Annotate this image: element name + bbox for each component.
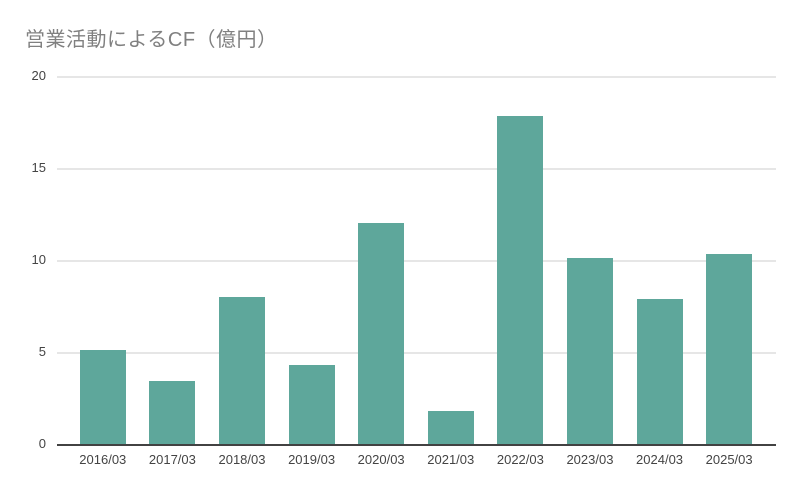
bar-slot-2025/03: [694, 76, 764, 444]
bar-2019/03[interactable]: [288, 364, 335, 444]
x-axis: 2016/03 2017/03 2018/03 2019/03 2020/03 2021/…: [68, 452, 764, 467]
bar-2022/03[interactable]: [497, 116, 544, 444]
bar-2017/03[interactable]: [149, 381, 196, 444]
x-tick-label-2016/03: 2016/03: [79, 452, 127, 467]
y-tick-label-15: 15: [31, 160, 46, 175]
bar-2016/03[interactable]: [79, 350, 126, 444]
x-tick-label-2021/03: 2021/03: [427, 452, 475, 467]
bar-slot-2017/03: [138, 76, 208, 444]
gridline-y-5: [57, 352, 776, 354]
bar-slot-2024/03: [625, 76, 695, 444]
x-tick-label-2019/03: 2019/03: [288, 452, 336, 467]
gridline-y-10: [57, 260, 776, 262]
bar-slot-2020/03: [346, 76, 416, 444]
y-tick-label-0: 0: [38, 436, 46, 451]
bar-slot-2023/03: [555, 76, 625, 444]
y-tick-label-5: 5: [38, 344, 46, 359]
x-tick-label-2024/03: 2024/03: [636, 452, 684, 467]
gridline-y-20: [57, 76, 776, 78]
bar-2023/03[interactable]: [566, 258, 613, 444]
bar-slot-2019/03: [277, 76, 347, 444]
bar-slot-2022/03: [486, 76, 556, 444]
x-tick-label-2020/03: 2020/03: [357, 452, 405, 467]
bars-row: [68, 76, 764, 444]
bar-2018/03[interactable]: [218, 296, 265, 444]
x-tick-label-2022/03: 2022/03: [496, 452, 544, 467]
bar-slot-2021/03: [416, 76, 486, 444]
bar-2020/03[interactable]: [358, 223, 405, 444]
gridline-y-15: [57, 168, 776, 170]
chart-title: 営業活動によるCF（億円）: [25, 29, 278, 51]
plot-area: [57, 76, 776, 446]
x-tick-label-2023/03: 2023/03: [566, 452, 614, 467]
bar-slot-2016/03: [68, 76, 138, 444]
bar-slot-2018/03: [207, 76, 277, 444]
x-tick-label-2017/03: 2017/03: [148, 452, 196, 467]
bar-2021/03[interactable]: [427, 410, 474, 444]
bar-2025/03[interactable]: [706, 254, 753, 444]
y-tick-label-20: 20: [31, 68, 46, 83]
y-tick-label-10: 10: [31, 252, 46, 267]
x-tick-label-2018/03: 2018/03: [218, 452, 266, 467]
bar-2024/03[interactable]: [636, 298, 683, 444]
x-tick-label-2025/03: 2025/03: [705, 452, 753, 467]
